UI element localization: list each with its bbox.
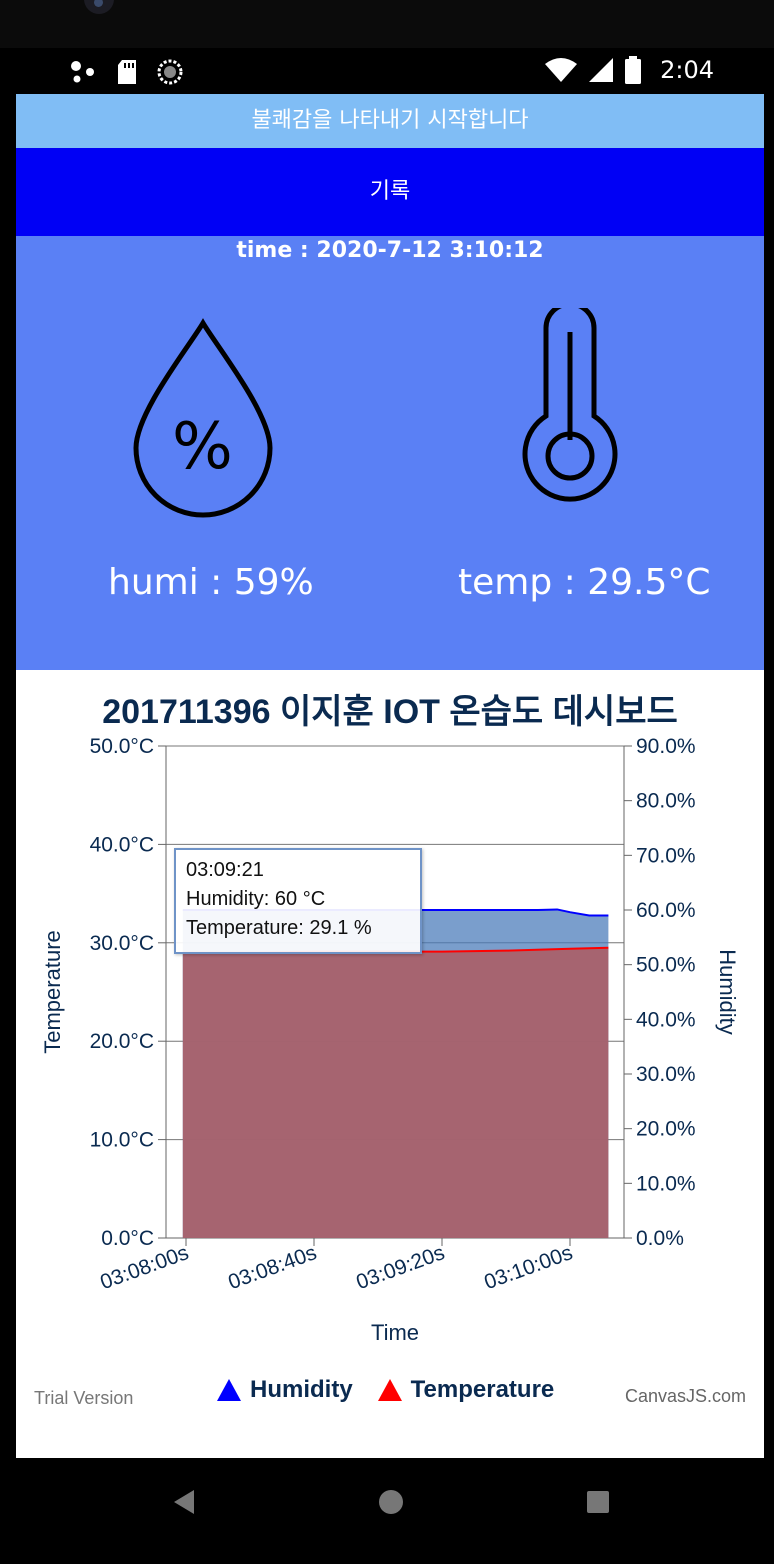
app-screen: 불쾌감을 나타내기 시작합니다 기록 time : 2020-7-12 3:10… [16,94,764,1458]
record-button[interactable]: 기록 [16,148,764,236]
recents-icon[interactable] [586,1488,610,1516]
tooltip-temperature: Temperature: 29.1 % [186,917,372,939]
y2-tick-label: 0.0% [636,1227,684,1250]
sync-icon [157,59,183,85]
tooltip-humidity: Humidity: 60 °C [186,888,326,910]
sd-card-icon [118,60,136,84]
y-tick-label: 0.0°C [101,1227,154,1250]
navigation-bar [16,1458,764,1548]
wifi-icon [545,58,578,82]
y2-tick-label: 50.0% [636,954,696,977]
y-tick-label: 40.0°C [90,833,154,856]
x-tick-label: 03:09:20s [353,1241,448,1294]
legend-humidity-label: Humidity [250,1376,353,1403]
y2-tick-label: 10.0% [636,1172,696,1195]
svg-text:%: % [172,410,233,484]
triangle-marker-icon [377,1379,402,1401]
temperature-reading: temp : 29.5°C [458,562,711,603]
y2-tick-label: 80.0% [636,790,696,813]
front-camera [84,0,114,14]
signal-icon [589,58,614,82]
x-axis-title: Time [371,1320,419,1345]
y2-tick-label: 60.0% [636,899,696,922]
chart-container: 201711396 이지훈 IOT 온습도 데시보드 0.0°C 10.0°C 20… [16,670,764,1458]
canvasjs-credit[interactable]: CanvasJS.com [624,1386,746,1406]
x-tick-label: 03:10:00s [481,1241,576,1294]
discomfort-notice: 불쾌감을 나타내기 시작합니다 [16,94,764,148]
battery-icon [625,56,642,84]
legend-temperature[interactable]: Temperature [377,1376,555,1404]
y2-tick-label: 30.0% [636,1063,696,1086]
humidity-drop-icon: % [133,318,273,518]
y-axis-title: Temperature [40,930,65,1054]
y-tick-label: 30.0°C [90,932,154,955]
chart-tooltip: 03:09:21 Humidity: 60 °C Temperature: 29… [174,848,422,954]
y2-tick-label: 40.0% [636,1008,696,1031]
back-icon[interactable] [172,1488,196,1516]
y2-tick-label: 70.0% [636,844,696,867]
triangle-marker-icon [217,1379,241,1401]
clock: 2:04 [660,56,714,84]
trial-version-label: Trial Version [34,1388,134,1408]
temperature-series-area [182,947,609,1238]
y-tick-label: 20.0°C [90,1030,154,1053]
legend-temperature-label: Temperature [410,1376,555,1403]
humidity-temperature-chart[interactable]: 0.0°C 10.0°C 20.0°C 30.0°C 40.0°C 50.0°C 0.0% 1… [16,670,764,1458]
chart-legend: Humidity Temperature [216,1376,554,1404]
device-top-bezel [0,0,774,48]
status-bar: 2:04 [16,48,764,94]
legend-humidity[interactable]: Humidity [216,1376,353,1404]
x-tick-label: 03:08:40s [225,1241,320,1294]
thermometer-icon [522,308,618,502]
sensor-panel: time : 2020-7-12 3:10:12 % humi : 59% te… [16,236,764,670]
y2-tick-label: 20.0% [636,1118,696,1141]
assistant-dots-icon [71,61,94,83]
measurement-time: time : 2020-7-12 3:10:12 [236,238,544,263]
home-icon[interactable] [378,1488,404,1516]
chart-title: 201711396 이지훈 IOT 온습도 데시보드 [102,693,678,731]
humidity-reading: humi : 59% [108,562,314,603]
y-tick-label: 10.0°C [90,1129,154,1152]
tooltip-time: 03:09:21 [186,859,264,881]
y2-axis-title: Humidity [715,949,740,1035]
y2-tick-label: 90.0% [636,735,696,758]
y-tick-label: 50.0°C [90,735,154,758]
